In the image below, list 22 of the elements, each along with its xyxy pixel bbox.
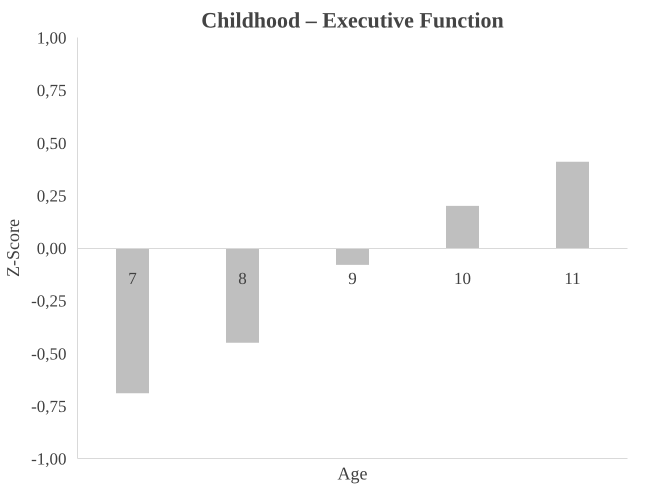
y-tick-label: 0,25 xyxy=(36,186,66,206)
chart-title: Childhood – Executive Function xyxy=(201,8,504,32)
x-tick-label: 11 xyxy=(564,269,581,288)
y-tick-label: -1,00 xyxy=(31,450,67,468)
bar xyxy=(556,162,589,248)
y-axis-title: Z-Score xyxy=(3,219,24,277)
x-axis-title: Age xyxy=(338,464,368,484)
y-tick-label: 1,00 xyxy=(36,28,66,48)
y-tick-label: -0,25 xyxy=(31,292,67,311)
x-tick-label: 10 xyxy=(454,269,471,288)
x-tick-label: 9 xyxy=(348,269,357,288)
y-tick-label: 0,00 xyxy=(36,239,66,258)
y-tick-label: 0,50 xyxy=(36,134,66,153)
bar xyxy=(226,248,259,343)
bar xyxy=(336,248,369,265)
y-tick-label: 0,75 xyxy=(36,81,66,100)
y-tick-label: -0,50 xyxy=(31,344,67,364)
x-tick-label: 7 xyxy=(128,269,138,288)
bar xyxy=(446,206,479,248)
bar xyxy=(116,248,149,394)
x-tick-label: 8 xyxy=(238,269,247,288)
y-tick-label: -0,75 xyxy=(31,396,67,416)
